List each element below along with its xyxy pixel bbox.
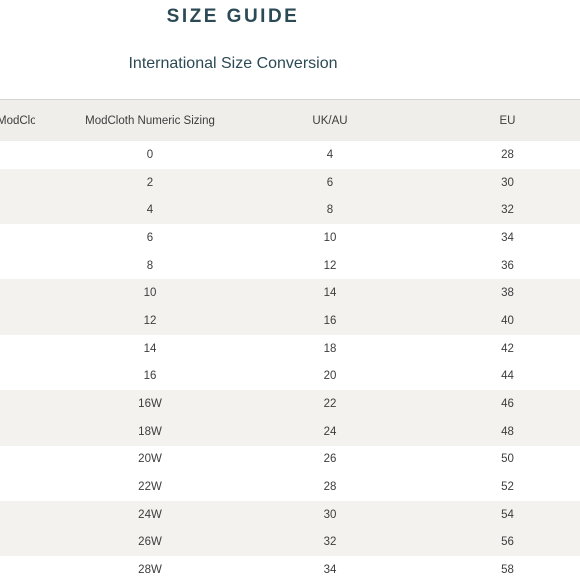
cell-numeric-size: 24W [138,508,162,521]
cell-modcloth-size [0,224,35,252]
cell-numeric-size: 18W [138,425,162,438]
cell-numeric-size: 6 [146,231,154,244]
cell-numeric-size: 14 [143,342,157,355]
cell-modcloth-size [0,307,35,335]
cell-modcloth-size [0,473,35,501]
table-row: 2 6 30 [0,168,580,197]
table-header-row: ModCloth Sizing ModCloth Numeric Sizing … [0,99,580,141]
cell-modcloth-size [0,141,35,169]
size-conversion-table: ModCloth Sizing ModCloth Numeric Sizing … [0,99,580,580]
cell-modcloth-size [0,196,35,224]
column-header-eu: EU [499,114,516,127]
table-row: 16W 22 46 [0,390,580,418]
cell-uk-au-size: 28 [323,481,337,494]
table-row: 6 10 34 [0,224,580,252]
cell-eu-size: 34 [501,231,514,244]
table-row: 20W 26 50 [0,445,580,474]
cell-numeric-size: 2 [146,176,154,189]
cell-numeric-size: 0 [146,148,154,161]
cell-uk-au-size: 32 [323,536,337,549]
table-row: 26W 32 56 [0,528,580,557]
cell-modcloth-size [0,446,35,474]
column-header-numeric-sizing: ModCloth Numeric Sizing [85,114,215,127]
cell-uk-au-size: 6 [326,176,334,189]
cell-eu-size: 48 [501,425,514,438]
cell-eu-size: 54 [501,508,514,521]
table-row: 22W 28 52 [0,473,580,501]
cell-modcloth-size [0,418,35,446]
table-row: 4 8 32 [0,196,580,225]
cell-numeric-size: 28W [138,564,162,577]
cell-numeric-size: 22W [138,481,162,494]
page-subtitle: International Size Conversion [128,55,338,72]
cell-uk-au-size: 10 [323,231,337,244]
cell-eu-size: 44 [501,370,514,383]
table-row: 16 20 44 [0,362,580,391]
cell-eu-size: 56 [501,536,514,549]
cell-eu-size: 46 [501,398,514,411]
table-row: 0 4 28 [0,141,580,169]
cell-numeric-size: 4 [146,204,154,217]
cell-uk-au-size: 30 [323,508,337,521]
cell-uk-au-size: 22 [323,398,337,411]
column-header-uk-au: UK/AU [312,114,348,127]
cell-numeric-size: 10 [143,287,157,300]
table-row: 12 16 40 [0,307,580,335]
cell-numeric-size: 16W [138,398,162,411]
cell-modcloth-size [0,556,35,580]
cell-numeric-size: 26W [138,536,162,549]
cell-eu-size: 42 [501,342,514,355]
cell-eu-size: 58 [501,564,514,577]
cell-uk-au-size: 16 [323,314,337,327]
table-row: 8 12 36 [0,251,580,280]
cell-uk-au-size: 4 [326,148,334,161]
cell-uk-au-size: 14 [323,287,337,300]
cell-uk-au-size: 8 [326,204,334,217]
cell-eu-size: 28 [501,148,514,161]
cell-uk-au-size: 18 [323,342,337,355]
cell-modcloth-size [0,335,35,363]
cell-eu-size: 40 [501,314,514,327]
cell-uk-au-size: 24 [323,425,337,438]
table-row: 28W 34 58 [0,556,580,580]
cell-modcloth-size [0,390,35,418]
size-conversion-table-container: ModCloth Sizing ModCloth Numeric Sizing … [0,99,580,580]
cell-modcloth-size [0,363,35,391]
cell-uk-au-size: 12 [323,259,337,272]
cell-eu-size: 38 [501,287,514,300]
cell-uk-au-size: 20 [323,370,337,383]
cell-uk-au-size: 34 [323,564,337,577]
cell-modcloth-size [0,501,35,529]
table-row: 18W 24 48 [0,417,580,446]
column-header-modcloth-sizing: ModCloth Sizing [0,114,35,127]
table-row: 24W 30 54 [0,500,580,529]
cell-modcloth-size [0,169,35,197]
table-row: 14 18 42 [0,334,580,363]
page-title: SIZE GUIDE [166,6,300,27]
cell-eu-size: 52 [501,481,514,494]
cell-numeric-size: 8 [146,259,154,272]
cell-numeric-size: 12 [143,314,157,327]
cell-modcloth-size [0,252,35,280]
cell-modcloth-size [0,529,35,557]
cell-uk-au-size: 26 [323,453,337,466]
cell-eu-size: 36 [501,259,514,272]
cell-modcloth-size [0,279,35,307]
cell-eu-size: 30 [501,176,514,189]
table-row: 10 14 38 [0,279,580,308]
cell-numeric-size: 20W [138,453,162,466]
cell-numeric-size: 16 [143,370,157,383]
cell-eu-size: 50 [501,453,514,466]
cell-eu-size: 32 [501,204,514,217]
